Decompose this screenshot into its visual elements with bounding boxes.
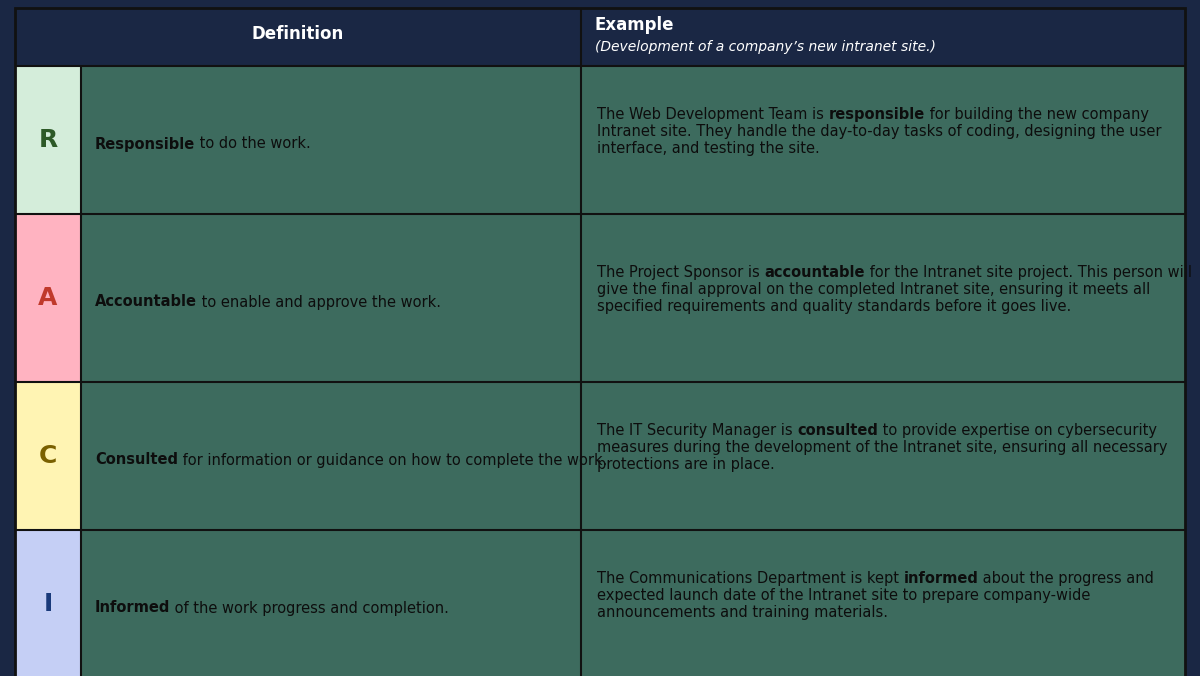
Text: announcements and training materials.: announcements and training materials.	[598, 605, 888, 620]
Text: Example: Example	[595, 16, 674, 34]
Text: accountable: accountable	[764, 265, 865, 280]
Bar	[82, 66, 581, 214]
Text: for building the new company: for building the new company	[925, 107, 1148, 122]
Bar	[581, 214, 1186, 382]
Text: I: I	[43, 592, 53, 616]
Bar	[82, 530, 581, 676]
Text: consulted: consulted	[797, 423, 878, 438]
Text: to do the work.: to do the work.	[196, 137, 311, 151]
Text: to enable and approve the work.: to enable and approve the work.	[197, 295, 442, 310]
Text: give the final approval on the completed Intranet site, ensuring it meets all: give the final approval on the completed…	[598, 282, 1151, 297]
Text: The Communications Department is kept: The Communications Department is kept	[598, 571, 904, 586]
Bar	[581, 66, 1186, 214]
Text: (Development of a company’s new intranet site.): (Development of a company’s new intranet…	[595, 41, 936, 55]
Text: measures during the development of the Intranet site, ensuring all necessary: measures during the development of the I…	[598, 440, 1168, 455]
Bar	[581, 382, 1186, 530]
Bar	[14, 382, 82, 530]
Text: expected launch date of the Intranet site to prepare company-wide: expected launch date of the Intranet sit…	[598, 588, 1091, 603]
Text: for information or guidance on how to complete the work.: for information or guidance on how to co…	[178, 452, 607, 468]
Bar	[82, 214, 581, 382]
Text: informed: informed	[904, 571, 978, 586]
Text: responsible: responsible	[828, 107, 925, 122]
Text: R: R	[38, 128, 58, 152]
Text: to provide expertise on cybersecurity: to provide expertise on cybersecurity	[878, 423, 1157, 438]
Text: about the progress and: about the progress and	[978, 571, 1154, 586]
Bar	[82, 382, 581, 530]
Text: Consulted: Consulted	[95, 452, 178, 468]
Text: A: A	[38, 286, 58, 310]
Text: The IT Security Manager is: The IT Security Manager is	[598, 423, 797, 438]
Bar	[14, 530, 82, 676]
Text: Responsible: Responsible	[95, 137, 196, 151]
Text: Intranet site. They handle the day-to-day tasks of coding, designing the user: Intranet site. They handle the day-to-da…	[598, 124, 1162, 139]
Text: Accountable: Accountable	[95, 295, 197, 310]
Text: The Web Development Team is: The Web Development Team is	[598, 107, 828, 122]
Bar	[14, 66, 82, 214]
Text: for the Intranet site project. This person will: for the Intranet site project. This pers…	[865, 265, 1192, 280]
Text: specified requirements and quality standards before it goes live.: specified requirements and quality stand…	[598, 299, 1072, 314]
Text: Definition: Definition	[252, 25, 344, 43]
Text: of the work progress and completion.: of the work progress and completion.	[170, 600, 449, 616]
Text: The Project Sponsor is: The Project Sponsor is	[598, 265, 764, 280]
Text: interface, and testing the site.: interface, and testing the site.	[598, 141, 820, 156]
Text: C: C	[38, 444, 58, 468]
Bar	[581, 530, 1186, 676]
Text: protections are in place.: protections are in place.	[598, 457, 775, 472]
Bar	[14, 214, 82, 382]
Text: Informed: Informed	[95, 600, 170, 616]
Bar	[14, 8, 1186, 66]
